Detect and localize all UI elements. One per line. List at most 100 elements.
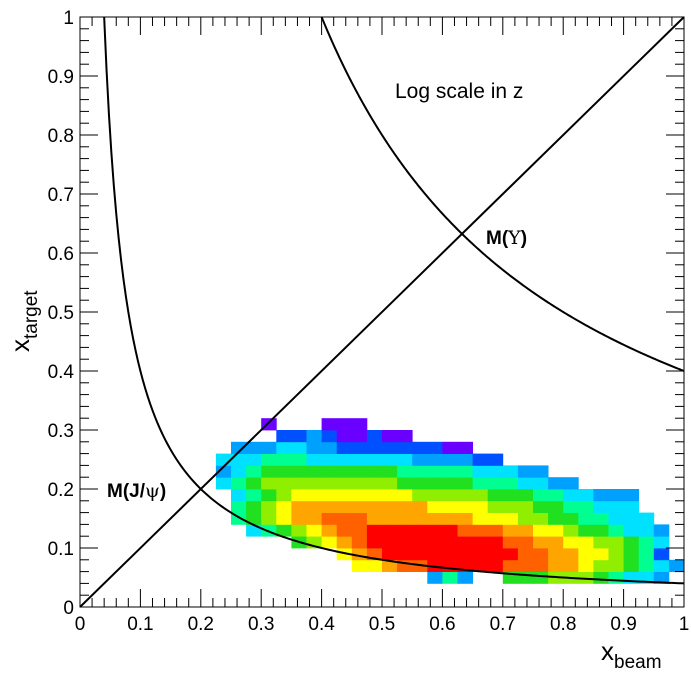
heatmap-cell (412, 441, 428, 454)
heatmap-cell (548, 500, 564, 513)
heatmap-cell (623, 500, 640, 513)
heatmap-cell (563, 524, 579, 537)
heatmap-cell (593, 559, 609, 572)
heatmap-cell (321, 500, 338, 513)
heatmap-cell (366, 512, 383, 525)
x-tick-label: 0 (75, 614, 86, 635)
heatmap-cell (548, 524, 564, 537)
heatmap-cell (321, 418, 338, 431)
heatmap-cell (351, 465, 368, 478)
annotation-upsilon-suffix: ) (521, 228, 527, 249)
x-tick-label: 0.9 (610, 614, 636, 635)
heatmap-cell (623, 559, 640, 572)
heatmap-cell (427, 489, 443, 502)
heatmap-cell (502, 524, 519, 537)
y-tick-label: 0 (63, 598, 74, 619)
heatmap-cell (457, 571, 473, 584)
heatmap-cell (502, 512, 519, 525)
y-tick-label: 0.3 (48, 421, 74, 442)
heatmap-cell (306, 430, 322, 443)
y-tick-label: 0.5 (48, 303, 74, 324)
heatmap-cell (563, 536, 579, 549)
heatmap-cell (412, 489, 428, 502)
heatmap-cell (412, 536, 428, 549)
heatmap-cell (457, 524, 473, 537)
annotation-upsilon-prefix: M( (486, 228, 509, 249)
heatmap-cell (653, 536, 670, 549)
heatmap-cell (382, 441, 398, 454)
heatmap-cell (517, 548, 534, 561)
heatmap-cell (548, 512, 564, 525)
heatmap-cell (397, 441, 413, 454)
x-tick-label: 0.3 (248, 614, 274, 635)
y-axis-title: xtarget (5, 290, 42, 352)
heatmap-cell (593, 536, 609, 549)
heatmap-cell (502, 548, 519, 561)
heatmap-cell (608, 524, 624, 537)
heatmap-cell (306, 524, 322, 537)
heatmap-cell (291, 489, 307, 502)
heatmap-cell (412, 512, 428, 525)
heatmap-cell (336, 489, 353, 502)
heatmap-cell (306, 465, 322, 478)
heatmap-cell (276, 465, 292, 478)
heatmap-cell (336, 500, 353, 513)
heatmap-cell (578, 512, 594, 525)
heatmap-cell (306, 489, 322, 502)
heatmap-cell (427, 536, 443, 549)
heatmap-cell (366, 441, 383, 454)
heatmap-cell (442, 571, 458, 584)
heatmap-cell (533, 465, 549, 478)
heatmap-cell (261, 441, 277, 454)
x-tick-label: 0.7 (490, 614, 516, 635)
heatmap-cell (487, 536, 504, 549)
heatmap-cell (533, 477, 549, 490)
heatmap-cell (593, 548, 609, 561)
heatmap-cell (351, 441, 368, 454)
heatmap-cell (366, 430, 383, 443)
heatmap-cell (291, 430, 307, 443)
heatmap-cell (457, 512, 473, 525)
heatmap-cell (231, 500, 247, 513)
annotation-upsilon-symbol: Υ (507, 227, 521, 249)
heatmap-cell (366, 489, 383, 502)
heatmap-cell (366, 500, 383, 513)
heatmap-cell (472, 512, 489, 525)
y-tick-label: 0.6 (48, 244, 74, 265)
heatmap-cell (563, 559, 579, 572)
heatmap-cell (291, 465, 307, 478)
heatmap-cell (351, 536, 368, 549)
heatmap-cell (472, 500, 489, 513)
heatmap-cell (306, 500, 322, 513)
heatmap-cell (533, 500, 549, 513)
heatmap-cell (276, 500, 292, 513)
heatmap-cell (336, 453, 353, 466)
heatmap-cell (276, 430, 292, 443)
heatmap-cell (321, 489, 338, 502)
curve-upsilon-mass (320, 16, 685, 372)
heatmap-cell (548, 548, 564, 561)
heatmap-cell (246, 453, 262, 466)
heatmap-cell (366, 477, 383, 490)
heatmap-cell (457, 441, 473, 454)
heatmap-cell (578, 571, 594, 584)
heatmap-cell (382, 548, 398, 561)
y-tick-label: 1 (63, 8, 74, 29)
heatmap-cell (457, 477, 473, 490)
heatmap-cell (366, 559, 383, 572)
heatmap-cell (517, 489, 534, 502)
y-tick-label: 0.8 (48, 126, 74, 147)
heatmap-cell (351, 430, 368, 443)
heatmap-cell (502, 489, 519, 502)
heatmap-cell (457, 465, 473, 478)
heatmap-cell (487, 512, 504, 525)
heatmap-cells (215, 418, 685, 584)
heatmap-cell (397, 477, 413, 490)
heatmap-cell (457, 548, 473, 561)
heatmap-cell (548, 536, 564, 549)
heatmap-cell (563, 548, 579, 561)
heatmap-cell (382, 465, 398, 478)
heatmap-cell (472, 465, 489, 478)
heatmap-cell (502, 559, 519, 572)
